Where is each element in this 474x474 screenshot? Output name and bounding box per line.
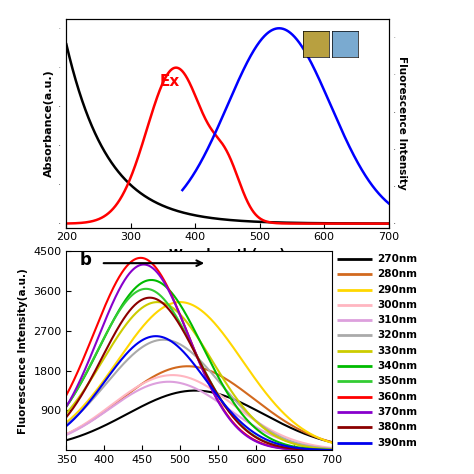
Text: 310nm: 310nm <box>377 315 418 325</box>
Y-axis label: Absorbance(a.u.): Absorbance(a.u.) <box>44 69 54 177</box>
Text: 290nm: 290nm <box>377 284 418 294</box>
Text: 320nm: 320nm <box>377 330 418 340</box>
Y-axis label: Fluorescence Intensity: Fluorescence Intensity <box>397 56 407 190</box>
Text: 390nm: 390nm <box>377 438 418 447</box>
Text: 270nm: 270nm <box>377 254 418 264</box>
Text: 350nm: 350nm <box>377 376 418 386</box>
Text: b: b <box>80 251 91 269</box>
Text: 300nm: 300nm <box>377 300 418 310</box>
Text: 330nm: 330nm <box>377 346 418 356</box>
Y-axis label: Fluorescence Intensity(a.u.): Fluorescence Intensity(a.u.) <box>18 268 27 434</box>
Text: 340nm: 340nm <box>377 361 418 371</box>
Text: Ex: Ex <box>160 73 180 89</box>
Text: 360nm: 360nm <box>377 392 418 401</box>
Text: 370nm: 370nm <box>377 407 418 417</box>
Text: 380nm: 380nm <box>377 422 418 432</box>
X-axis label: Wavelength(nm): Wavelength(nm) <box>169 248 286 261</box>
Text: 280nm: 280nm <box>377 269 418 279</box>
